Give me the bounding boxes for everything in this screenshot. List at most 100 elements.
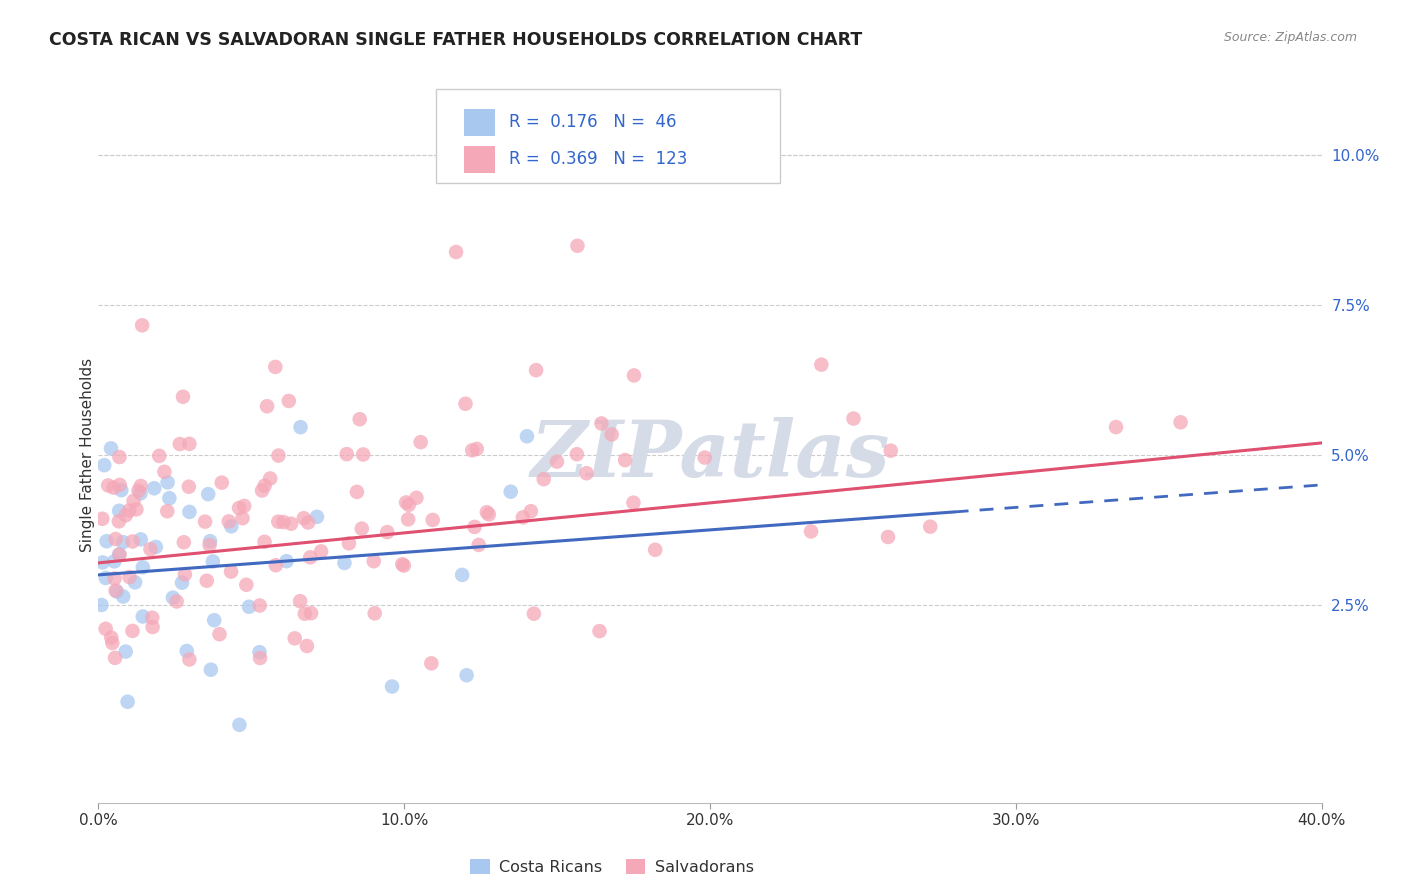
Point <box>194 515 217 529</box>
Point <box>108 504 131 518</box>
Point <box>644 542 666 557</box>
Point <box>565 447 588 461</box>
Point <box>842 411 865 425</box>
Point <box>103 481 125 495</box>
Point <box>179 505 201 519</box>
Point <box>153 465 176 479</box>
Point <box>299 606 322 620</box>
Point <box>208 627 231 641</box>
Point <box>173 535 195 549</box>
Point <box>110 483 132 498</box>
Point <box>292 511 315 525</box>
Text: COSTA RICAN VS SALVADORAN SINGLE FATHER HOUSEHOLDS CORRELATION CHART: COSTA RICAN VS SALVADORAN SINGLE FATHER … <box>49 31 862 49</box>
Point <box>395 495 418 509</box>
Point <box>156 504 179 518</box>
Point <box>877 530 900 544</box>
Point <box>520 504 543 518</box>
Point <box>295 639 318 653</box>
Point <box>143 481 166 495</box>
Point <box>267 515 290 529</box>
Point <box>880 443 903 458</box>
Point <box>124 575 146 590</box>
Point <box>108 478 131 492</box>
Point <box>363 554 385 568</box>
Point <box>575 467 598 481</box>
Point <box>693 450 716 465</box>
Point <box>420 657 443 671</box>
Point <box>219 565 242 579</box>
Point <box>197 487 219 501</box>
Point <box>398 498 420 512</box>
Point <box>256 399 278 413</box>
Point <box>588 624 610 639</box>
Point <box>333 556 356 570</box>
Point <box>195 574 218 588</box>
Point <box>478 508 501 522</box>
Point <box>464 520 486 534</box>
Point <box>129 533 152 547</box>
Point <box>111 535 134 549</box>
Point <box>623 496 645 510</box>
Point <box>94 571 117 585</box>
Point <box>290 420 312 434</box>
Point <box>104 651 127 665</box>
Point <box>810 358 832 372</box>
Point <box>456 668 478 682</box>
Point <box>350 522 373 536</box>
Point <box>118 503 141 517</box>
Point <box>238 599 260 614</box>
Point <box>259 471 281 485</box>
Point <box>139 542 162 557</box>
Point <box>297 516 319 530</box>
Point <box>422 513 444 527</box>
Point <box>349 412 371 426</box>
Point <box>273 515 295 529</box>
Point <box>467 538 489 552</box>
Point <box>264 359 287 374</box>
Point <box>233 499 256 513</box>
Point <box>156 475 179 490</box>
Point <box>392 558 415 573</box>
Point <box>104 532 127 546</box>
Point <box>211 475 233 490</box>
Point <box>461 443 484 458</box>
Point <box>249 645 271 659</box>
Point <box>198 538 221 552</box>
Point <box>231 511 253 525</box>
Point <box>228 500 250 515</box>
Point <box>166 594 188 608</box>
Text: ZIPatlas: ZIPatlas <box>530 417 890 493</box>
Point <box>591 417 613 431</box>
Point <box>127 483 149 498</box>
Point <box>131 318 153 333</box>
Point <box>101 636 124 650</box>
Point <box>235 578 257 592</box>
Point <box>1105 420 1128 434</box>
Point <box>337 536 360 550</box>
Point <box>122 494 145 508</box>
Point <box>162 591 184 605</box>
Point <box>172 390 194 404</box>
Point <box>346 484 368 499</box>
Point <box>169 437 191 451</box>
Point <box>228 718 250 732</box>
Point <box>202 613 225 627</box>
Point <box>125 502 148 516</box>
Point <box>524 363 547 377</box>
Point <box>600 427 623 442</box>
Point <box>309 544 332 558</box>
Point <box>90 598 112 612</box>
Point <box>108 548 131 562</box>
Point <box>179 652 201 666</box>
Point <box>176 644 198 658</box>
Point <box>267 449 290 463</box>
Point <box>409 435 432 450</box>
Point <box>280 516 302 531</box>
Point <box>623 368 645 383</box>
Point <box>104 571 127 585</box>
Point <box>179 437 201 451</box>
Point <box>148 449 170 463</box>
Point <box>104 583 127 598</box>
Point <box>614 453 637 467</box>
Point <box>105 584 128 599</box>
